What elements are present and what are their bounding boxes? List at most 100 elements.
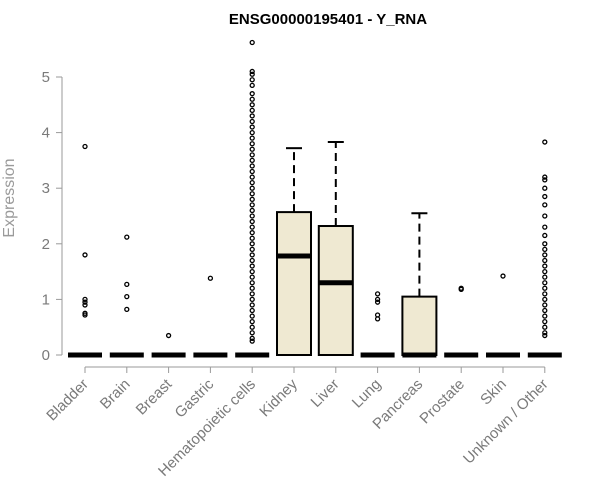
- x-tick-label: Skin: [477, 376, 510, 409]
- outlier-point: [82, 296, 88, 303]
- y-tick-label: 1: [42, 291, 50, 308]
- outlier-point: [249, 113, 255, 119]
- box-prostate: [444, 285, 479, 358]
- outlier-point: [500, 273, 506, 279]
- box: [317, 225, 354, 356]
- box-lung: [360, 291, 395, 358]
- outlier-point: [542, 139, 548, 145]
- x-tick-label: Lung: [349, 376, 385, 412]
- outlier-point: [249, 318, 255, 325]
- outlier-point: [249, 135, 255, 141]
- outlier-point: [249, 285, 255, 291]
- outlier-point: [249, 168, 255, 175]
- x-tick-label: Brain: [97, 376, 134, 413]
- outlier-point: [542, 232, 548, 239]
- outlier-point: [249, 146, 255, 152]
- outlier-point: [542, 285, 548, 291]
- outlier-point: [249, 124, 255, 130]
- outlier-point: [249, 71, 255, 77]
- outlier-point: [249, 185, 255, 191]
- outlier-point: [82, 143, 88, 150]
- outlier-point: [207, 275, 214, 281]
- outlier-point: [542, 318, 548, 325]
- x-tick-label: Bladder: [43, 376, 92, 425]
- outlier-point: [249, 241, 255, 247]
- box-unknown-other: [527, 139, 562, 358]
- outlier-point: [542, 185, 548, 191]
- y-tick-label: 0: [42, 347, 50, 364]
- outlier-point: [249, 39, 255, 46]
- outlier-point: [249, 263, 255, 269]
- outlier-point: [542, 268, 548, 275]
- outlier-point: [249, 324, 255, 330]
- outlier-point: [249, 274, 255, 280]
- box-skin: [486, 273, 520, 358]
- box-liver: [317, 141, 354, 356]
- outlier-point: [249, 302, 255, 308]
- outlier-point: [124, 306, 130, 313]
- outlier-point: [542, 224, 548, 230]
- outlier-point: [249, 157, 255, 164]
- outlier-point: [374, 316, 381, 322]
- outlier-point: [542, 174, 548, 180]
- outlier-point: [542, 193, 548, 200]
- outlier-point: [249, 230, 255, 236]
- x-tick-label: Liver: [308, 376, 343, 411]
- y-tick-label: 3: [42, 180, 50, 197]
- outlier-point: [542, 324, 548, 330]
- x-tick-label: Prostate: [416, 376, 468, 428]
- outlier-point: [249, 129, 255, 136]
- outlier-point: [542, 257, 548, 264]
- outlier-point: [249, 307, 255, 314]
- outlier-point: [542, 177, 548, 183]
- outlier-point: [249, 191, 255, 197]
- outlier-point: [249, 202, 255, 208]
- chart-title: ENSG00000195401 - Y_RNA: [229, 11, 427, 28]
- outlier-point: [542, 202, 548, 208]
- y-tick-label: 5: [42, 69, 50, 86]
- outlier-point: [249, 268, 255, 275]
- outlier-point: [124, 234, 130, 240]
- box-brain: [109, 234, 144, 358]
- box: [276, 211, 312, 356]
- outlier-point: [249, 77, 255, 83]
- outlier-point: [542, 302, 548, 308]
- box-pancreas: [401, 212, 438, 358]
- box-gastric: [193, 275, 228, 358]
- outlier-point: [249, 280, 255, 286]
- outlier-point: [249, 152, 255, 158]
- outlier-point: [249, 252, 255, 258]
- box: [401, 295, 438, 356]
- outlier-point: [249, 102, 255, 108]
- outlier-point: [82, 299, 88, 305]
- outlier-point: [374, 291, 381, 297]
- y-axis: 0 1 2 3 4 5: [42, 69, 63, 364]
- outlier-point: [82, 302, 88, 308]
- outlier-point: [542, 307, 548, 314]
- y-axis-label: Expression: [1, 158, 18, 237]
- outlier-point: [249, 196, 255, 202]
- outlier-point: [542, 241, 548, 247]
- y-tick-label: 2: [42, 236, 50, 253]
- outlier-point: [249, 163, 255, 169]
- outlier-point: [124, 293, 130, 300]
- outlier-point: [249, 207, 255, 214]
- outlier-point: [249, 82, 255, 88]
- outlier-point: [249, 179, 255, 186]
- outlier-point: [249, 246, 255, 253]
- outlier-point: [542, 330, 548, 336]
- outlier-point: [542, 296, 548, 303]
- outlier-point: [249, 313, 255, 319]
- outlier-point: [542, 313, 548, 319]
- box-bladder: [68, 143, 102, 358]
- outlier-point: [249, 141, 255, 147]
- outlier-point: [249, 330, 255, 336]
- outlier-point: [249, 257, 255, 264]
- outlier-point: [374, 299, 381, 305]
- outlier-point: [249, 96, 255, 102]
- outlier-point: [542, 291, 548, 297]
- outlier-point: [249, 335, 255, 341]
- box-kidney: [276, 147, 312, 356]
